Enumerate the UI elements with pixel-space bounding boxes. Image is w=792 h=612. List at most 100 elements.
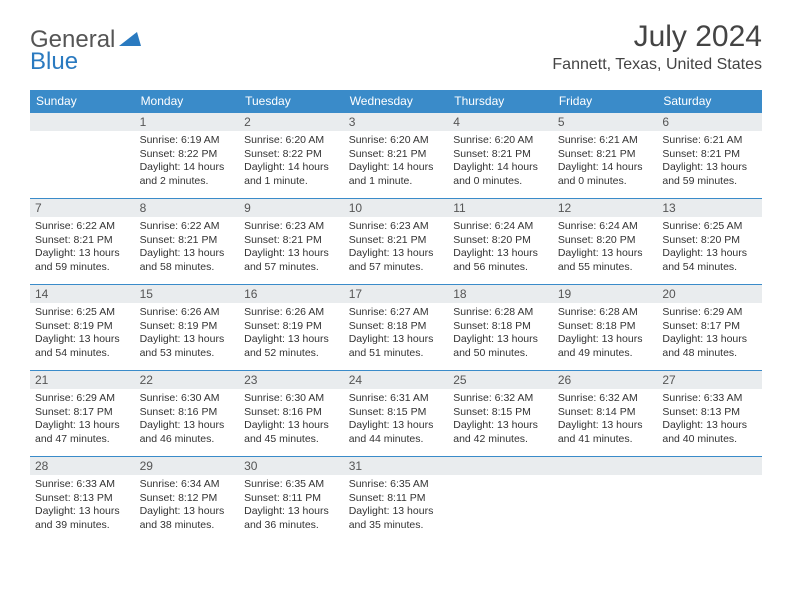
day-number: 23	[239, 371, 344, 389]
calendar-day-cell	[448, 457, 553, 543]
day-number: 15	[135, 285, 240, 303]
sunset-text: Sunset: 8:21 PM	[244, 234, 339, 248]
daylight-text: Daylight: 13 hours and 41 minutes.	[558, 419, 653, 446]
daylight-text: Daylight: 13 hours and 42 minutes.	[453, 419, 548, 446]
daylight-text: Daylight: 14 hours and 1 minute.	[349, 161, 444, 188]
sunset-text: Sunset: 8:16 PM	[140, 406, 235, 420]
day-details: Sunrise: 6:35 AMSunset: 8:11 PMDaylight:…	[344, 475, 449, 537]
daylight-text: Daylight: 13 hours and 38 minutes.	[140, 505, 235, 532]
calendar-day-cell: 16Sunrise: 6:26 AMSunset: 8:19 PMDayligh…	[239, 285, 344, 371]
day-details: Sunrise: 6:19 AMSunset: 8:22 PMDaylight:…	[135, 131, 240, 193]
calendar-day-cell: 22Sunrise: 6:30 AMSunset: 8:16 PMDayligh…	[135, 371, 240, 457]
day-number: 18	[448, 285, 553, 303]
day-number: 5	[553, 113, 658, 131]
day-details: Sunrise: 6:20 AMSunset: 8:21 PMDaylight:…	[448, 131, 553, 193]
daylight-text: Daylight: 13 hours and 55 minutes.	[558, 247, 653, 274]
day-number	[30, 113, 135, 131]
sunset-text: Sunset: 8:21 PM	[558, 148, 653, 162]
daylight-text: Daylight: 13 hours and 39 minutes.	[35, 505, 130, 532]
calendar-day-cell: 7Sunrise: 6:22 AMSunset: 8:21 PMDaylight…	[30, 199, 135, 285]
sunset-text: Sunset: 8:21 PM	[349, 234, 444, 248]
calendar-day-cell: 20Sunrise: 6:29 AMSunset: 8:17 PMDayligh…	[657, 285, 762, 371]
day-number: 29	[135, 457, 240, 475]
sunrise-text: Sunrise: 6:29 AM	[35, 392, 130, 406]
day-details: Sunrise: 6:33 AMSunset: 8:13 PMDaylight:…	[30, 475, 135, 537]
day-number: 11	[448, 199, 553, 217]
day-header: Wednesday	[344, 90, 449, 113]
day-number: 10	[344, 199, 449, 217]
sunrise-text: Sunrise: 6:30 AM	[244, 392, 339, 406]
daylight-text: Daylight: 13 hours and 45 minutes.	[244, 419, 339, 446]
day-details: Sunrise: 6:28 AMSunset: 8:18 PMDaylight:…	[553, 303, 658, 365]
brand-triangle-icon	[119, 32, 141, 46]
daylight-text: Daylight: 13 hours and 54 minutes.	[35, 333, 130, 360]
location-text: Fannett, Texas, United States	[552, 56, 762, 74]
calendar-day-cell: 13Sunrise: 6:25 AMSunset: 8:20 PMDayligh…	[657, 199, 762, 285]
calendar-day-cell: 26Sunrise: 6:32 AMSunset: 8:14 PMDayligh…	[553, 371, 658, 457]
calendar-day-cell: 10Sunrise: 6:23 AMSunset: 8:21 PMDayligh…	[344, 199, 449, 285]
sunset-text: Sunset: 8:14 PM	[558, 406, 653, 420]
day-number	[657, 457, 762, 475]
day-number: 21	[30, 371, 135, 389]
calendar-day-cell	[553, 457, 658, 543]
day-details: Sunrise: 6:34 AMSunset: 8:12 PMDaylight:…	[135, 475, 240, 537]
calendar-day-cell: 6Sunrise: 6:21 AMSunset: 8:21 PMDaylight…	[657, 113, 762, 199]
sunset-text: Sunset: 8:12 PM	[140, 492, 235, 506]
day-details: Sunrise: 6:31 AMSunset: 8:15 PMDaylight:…	[344, 389, 449, 451]
calendar-day-cell: 31Sunrise: 6:35 AMSunset: 8:11 PMDayligh…	[344, 457, 449, 543]
sunset-text: Sunset: 8:18 PM	[453, 320, 548, 334]
calendar-day-cell: 2Sunrise: 6:20 AMSunset: 8:22 PMDaylight…	[239, 113, 344, 199]
day-number: 28	[30, 457, 135, 475]
calendar-day-cell: 28Sunrise: 6:33 AMSunset: 8:13 PMDayligh…	[30, 457, 135, 543]
daylight-text: Daylight: 13 hours and 35 minutes.	[349, 505, 444, 532]
calendar-day-cell: 27Sunrise: 6:33 AMSunset: 8:13 PMDayligh…	[657, 371, 762, 457]
day-number: 7	[30, 199, 135, 217]
day-header: Friday	[553, 90, 658, 113]
sunset-text: Sunset: 8:21 PM	[453, 148, 548, 162]
sunrise-text: Sunrise: 6:35 AM	[244, 478, 339, 492]
calendar-day-cell: 9Sunrise: 6:23 AMSunset: 8:21 PMDaylight…	[239, 199, 344, 285]
sunrise-text: Sunrise: 6:28 AM	[558, 306, 653, 320]
daylight-text: Daylight: 13 hours and 52 minutes.	[244, 333, 339, 360]
daylight-text: Daylight: 13 hours and 36 minutes.	[244, 505, 339, 532]
sunset-text: Sunset: 8:18 PM	[349, 320, 444, 334]
day-number: 22	[135, 371, 240, 389]
day-details: Sunrise: 6:32 AMSunset: 8:14 PMDaylight:…	[553, 389, 658, 451]
day-details: Sunrise: 6:27 AMSunset: 8:18 PMDaylight:…	[344, 303, 449, 365]
sunrise-text: Sunrise: 6:21 AM	[662, 134, 757, 148]
daylight-text: Daylight: 13 hours and 46 minutes.	[140, 419, 235, 446]
sunrise-text: Sunrise: 6:20 AM	[453, 134, 548, 148]
day-number: 13	[657, 199, 762, 217]
daylight-text: Daylight: 13 hours and 49 minutes.	[558, 333, 653, 360]
day-number: 8	[135, 199, 240, 217]
day-details: Sunrise: 6:20 AMSunset: 8:21 PMDaylight:…	[344, 131, 449, 193]
sunset-text: Sunset: 8:19 PM	[140, 320, 235, 334]
sunset-text: Sunset: 8:18 PM	[558, 320, 653, 334]
day-number	[448, 457, 553, 475]
day-number: 26	[553, 371, 658, 389]
daylight-text: Daylight: 13 hours and 50 minutes.	[453, 333, 548, 360]
calendar-day-cell: 17Sunrise: 6:27 AMSunset: 8:18 PMDayligh…	[344, 285, 449, 371]
daylight-text: Daylight: 13 hours and 51 minutes.	[349, 333, 444, 360]
day-header: Saturday	[657, 90, 762, 113]
sunset-text: Sunset: 8:13 PM	[35, 492, 130, 506]
sunrise-text: Sunrise: 6:22 AM	[35, 220, 130, 234]
day-number: 20	[657, 285, 762, 303]
day-number	[553, 457, 658, 475]
sunset-text: Sunset: 8:21 PM	[35, 234, 130, 248]
calendar-week-row: 28Sunrise: 6:33 AMSunset: 8:13 PMDayligh…	[30, 457, 762, 543]
brand-part2: Blue	[30, 48, 78, 75]
calendar-day-cell: 23Sunrise: 6:30 AMSunset: 8:16 PMDayligh…	[239, 371, 344, 457]
day-number: 17	[344, 285, 449, 303]
calendar-day-cell: 8Sunrise: 6:22 AMSunset: 8:21 PMDaylight…	[135, 199, 240, 285]
daylight-text: Daylight: 13 hours and 48 minutes.	[662, 333, 757, 360]
daylight-text: Daylight: 13 hours and 47 minutes.	[35, 419, 130, 446]
sunrise-text: Sunrise: 6:22 AM	[140, 220, 235, 234]
calendar-day-cell: 19Sunrise: 6:28 AMSunset: 8:18 PMDayligh…	[553, 285, 658, 371]
day-number: 16	[239, 285, 344, 303]
day-number: 12	[553, 199, 658, 217]
sunrise-text: Sunrise: 6:27 AM	[349, 306, 444, 320]
day-header: Tuesday	[239, 90, 344, 113]
calendar-week-row: 7Sunrise: 6:22 AMSunset: 8:21 PMDaylight…	[30, 199, 762, 285]
day-details: Sunrise: 6:30 AMSunset: 8:16 PMDaylight:…	[239, 389, 344, 451]
